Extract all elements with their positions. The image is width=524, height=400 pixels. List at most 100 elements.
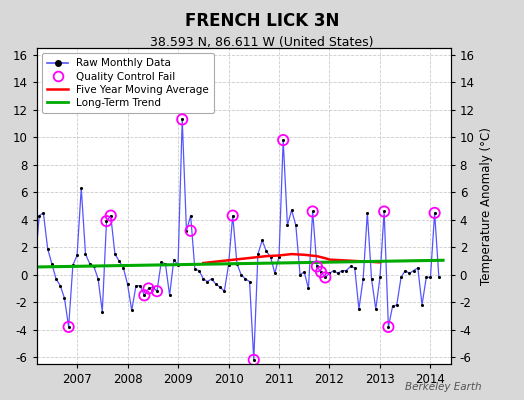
Point [73, 252, 81, 259]
Point [296, 272, 304, 278]
Point [321, 274, 330, 281]
Point [288, 207, 296, 213]
Point [178, 116, 187, 123]
Point [292, 222, 300, 228]
Legend: Raw Monthly Data, Quality Control Fail, Five Year Moving Average, Long-Term Tren: Raw Monthly Data, Quality Control Fail, … [42, 53, 214, 113]
Point [409, 267, 418, 274]
Point [384, 324, 392, 330]
Point [249, 357, 258, 363]
Point [212, 281, 220, 288]
Point [195, 267, 203, 274]
Point [149, 284, 157, 290]
Point [157, 259, 166, 266]
Point [309, 208, 317, 215]
Point [208, 276, 216, 282]
Point [77, 185, 85, 191]
Point [392, 302, 401, 308]
Point [102, 218, 111, 224]
Point [224, 262, 233, 268]
Point [106, 212, 115, 219]
Point [174, 262, 182, 268]
Point [145, 285, 153, 292]
Point [39, 210, 48, 216]
Point [233, 260, 241, 267]
Point [27, 284, 35, 290]
Point [249, 357, 258, 363]
Point [64, 324, 73, 330]
Point [203, 278, 212, 285]
Point [94, 276, 102, 282]
Point [115, 258, 123, 264]
Point [170, 256, 178, 263]
Point [254, 251, 262, 257]
Point [258, 237, 266, 244]
Text: Berkeley Earth: Berkeley Earth [406, 382, 482, 392]
Point [397, 274, 405, 281]
Point [325, 270, 334, 276]
Point [313, 263, 321, 270]
Point [166, 292, 174, 298]
Point [102, 218, 111, 224]
Point [31, 263, 39, 270]
Point [279, 137, 287, 143]
Point [43, 245, 52, 252]
Point [123, 281, 132, 288]
Point [430, 210, 439, 216]
Point [111, 251, 119, 257]
Point [283, 222, 292, 228]
Point [262, 248, 270, 254]
Point [35, 212, 43, 219]
Point [380, 208, 388, 215]
Point [56, 282, 64, 289]
Point [60, 295, 69, 301]
Point [145, 285, 153, 292]
Point [98, 308, 106, 315]
Point [367, 276, 376, 282]
Point [191, 266, 199, 272]
Point [119, 265, 127, 271]
Point [90, 263, 98, 270]
Point [338, 267, 346, 274]
Point [52, 276, 60, 282]
Point [405, 270, 413, 276]
Point [309, 208, 317, 215]
Point [413, 265, 422, 271]
Point [304, 285, 313, 292]
Point [355, 306, 363, 312]
Text: FRENCH LICK 3N: FRENCH LICK 3N [185, 12, 339, 30]
Point [140, 292, 148, 298]
Point [422, 274, 430, 281]
Point [334, 270, 342, 276]
Point [380, 208, 388, 215]
Point [330, 267, 338, 274]
Point [127, 307, 136, 314]
Point [153, 288, 161, 294]
Point [388, 303, 397, 310]
Point [228, 212, 237, 219]
Point [220, 288, 228, 294]
Point [313, 263, 321, 270]
Point [136, 282, 144, 289]
Point [228, 212, 237, 219]
Point [241, 276, 249, 282]
Point [321, 274, 330, 281]
Point [81, 251, 90, 257]
Y-axis label: Temperature Anomaly (°C): Temperature Anomaly (°C) [480, 127, 493, 285]
Point [69, 262, 77, 268]
Point [216, 284, 224, 290]
Point [161, 260, 170, 267]
Point [351, 265, 359, 271]
Point [317, 269, 325, 275]
Point [187, 212, 195, 219]
Point [426, 274, 434, 281]
Point [182, 228, 191, 234]
Point [237, 272, 245, 278]
Point [245, 278, 254, 285]
Point [418, 302, 426, 308]
Point [372, 306, 380, 312]
Point [376, 274, 384, 281]
Point [187, 228, 195, 234]
Point [132, 282, 140, 289]
Point [178, 116, 187, 123]
Point [401, 267, 409, 274]
